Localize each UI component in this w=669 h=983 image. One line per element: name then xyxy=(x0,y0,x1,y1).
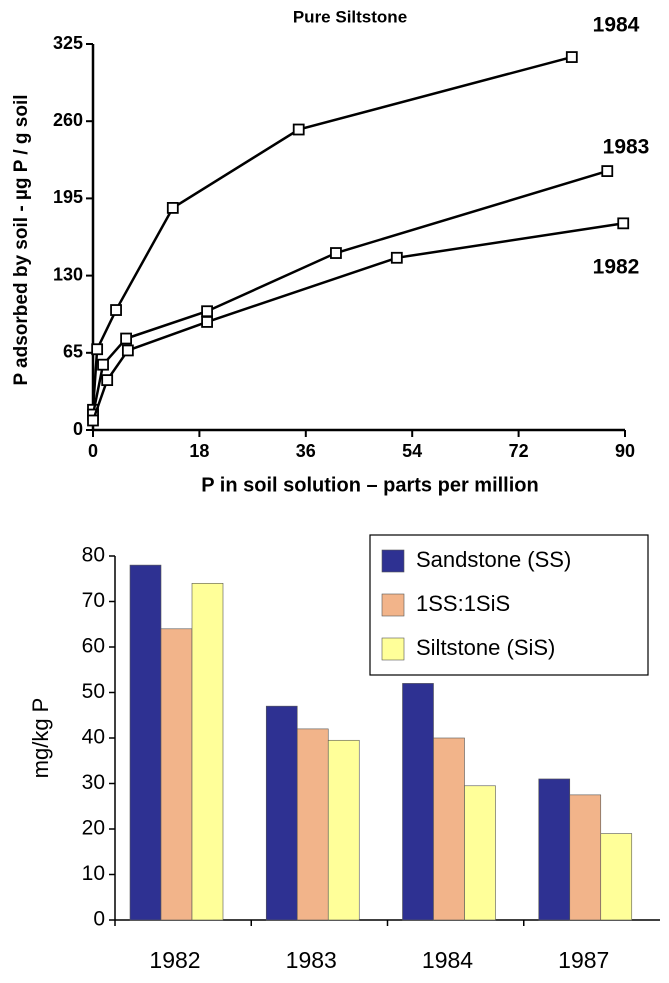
y-tick-label: 70 xyxy=(82,589,105,612)
marker xyxy=(565,51,578,63)
marker xyxy=(166,202,179,214)
marker xyxy=(201,305,213,318)
x-tick-label: 72 xyxy=(509,441,529,461)
bar xyxy=(569,794,602,921)
x-tick-label: 1983 xyxy=(286,947,337,973)
bar xyxy=(600,833,633,921)
y-tick-label: 10 xyxy=(82,862,105,885)
y-tick-label: 195 xyxy=(53,187,83,207)
bar xyxy=(433,737,465,921)
x-tick-label: 0 xyxy=(88,441,98,461)
legend-swatch xyxy=(381,549,405,573)
bar xyxy=(129,564,162,921)
y-tick-label: 50 xyxy=(82,680,105,703)
y-tick-label: 60 xyxy=(82,635,105,658)
marker xyxy=(120,332,133,345)
x-tick-label: 18 xyxy=(189,441,209,461)
series-line xyxy=(91,169,608,415)
y-axis-label: mg/kg P xyxy=(28,698,53,779)
marker xyxy=(87,414,99,427)
x-tick-label: 90 xyxy=(615,441,635,461)
y-tick-label: 40 xyxy=(82,726,105,749)
x-tick-label: 1984 xyxy=(422,947,473,973)
marker xyxy=(390,251,403,264)
legend-label: 1SS:1SiS xyxy=(416,591,510,616)
bar xyxy=(265,705,298,921)
bar xyxy=(402,683,434,921)
legend-label: Siltstone (SiS) xyxy=(416,635,555,660)
marker xyxy=(101,374,114,387)
legend-box xyxy=(369,534,649,676)
x-tick-label: 1987 xyxy=(558,947,609,973)
marker xyxy=(292,123,305,136)
series-line xyxy=(91,222,624,421)
legend-swatch xyxy=(381,637,405,661)
y-tick-label: 0 xyxy=(93,908,105,931)
series-label: 1983 xyxy=(603,136,650,159)
series-line xyxy=(91,55,573,410)
legend-swatch xyxy=(381,593,405,617)
marker xyxy=(91,343,104,356)
marker xyxy=(97,358,109,371)
series-label: 1984 xyxy=(593,14,640,37)
marker xyxy=(601,165,614,177)
x-tick-label: 36 xyxy=(296,441,316,461)
bar xyxy=(191,582,224,921)
y-tick-label: 325 xyxy=(53,33,83,53)
bar xyxy=(160,628,193,921)
marker xyxy=(617,217,630,230)
series-label: 1982 xyxy=(593,256,640,279)
y-tick-label: 30 xyxy=(82,771,105,794)
bar xyxy=(464,785,496,921)
legend-label: Sandstone (SS) xyxy=(416,547,571,572)
x-tick-label: 1982 xyxy=(149,947,200,973)
x-tick-label: 54 xyxy=(402,441,422,461)
y-axis-label: P adsorbed by soil - µg P / g soil xyxy=(11,94,32,385)
bar xyxy=(327,739,360,921)
marker xyxy=(330,247,342,259)
marker xyxy=(121,344,134,357)
y-tick-label: 80 xyxy=(82,544,105,567)
y-tick-label: 130 xyxy=(53,264,83,284)
bar xyxy=(296,728,329,921)
y-tick-label: 65 xyxy=(63,342,83,362)
y-tick-label: 20 xyxy=(82,817,105,840)
marker xyxy=(201,316,213,328)
y-tick-label: 0 xyxy=(73,419,83,439)
marker xyxy=(110,304,122,316)
chart-title: Pure Siltstone xyxy=(293,7,407,26)
y-tick-label: 260 xyxy=(53,110,83,130)
x-axis-label: P in soil solution – parts per million xyxy=(201,474,538,496)
bar xyxy=(538,778,571,921)
